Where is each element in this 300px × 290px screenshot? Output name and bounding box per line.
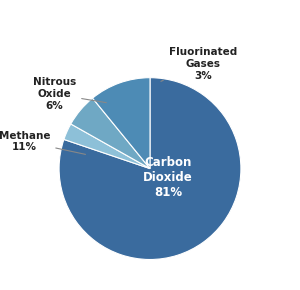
Wedge shape <box>71 98 150 168</box>
Text: Carbon
Dioxide
81%: Carbon Dioxide 81% <box>143 156 193 199</box>
Text: Fluorinated
Gases
3%: Fluorinated Gases 3% <box>161 48 237 81</box>
Wedge shape <box>59 78 241 260</box>
Text: Methane
11%: Methane 11% <box>0 130 85 154</box>
Text: Nitrous
Oxide
6%: Nitrous Oxide 6% <box>33 77 106 111</box>
Wedge shape <box>64 124 150 168</box>
Wedge shape <box>92 78 150 168</box>
Text: U.S. Greenhouse Gas Emissions in 2014: U.S. Greenhouse Gas Emissions in 2014 <box>0 10 300 25</box>
